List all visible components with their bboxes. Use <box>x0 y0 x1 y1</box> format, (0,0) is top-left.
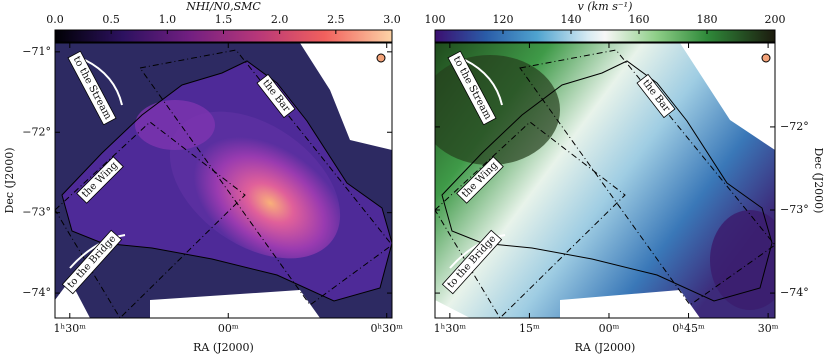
y-tick-label: −73° <box>780 203 809 216</box>
x-tick-label: 30ᵐ <box>758 322 779 335</box>
colorbar-tick-label: 140 <box>561 13 582 26</box>
annotation-box <box>76 156 124 204</box>
colorbar-tick-label: 100 <box>425 13 446 26</box>
axes-frame <box>54 42 393 319</box>
x-tick-label: 1ʰ30ᵐ <box>434 322 467 335</box>
colorbar-tick-label: 200 <box>765 13 786 26</box>
y-tick-label: −72° <box>780 120 809 133</box>
axes-frame <box>434 42 776 319</box>
colorbar-label: v (km s⁻¹) <box>578 0 633 13</box>
velocity-map <box>435 43 775 318</box>
annotation-box <box>67 50 117 126</box>
y-tick-label: −74° <box>22 286 51 299</box>
column-density-map <box>55 43 392 318</box>
annotation-box <box>447 50 497 126</box>
colorbar <box>434 29 776 43</box>
annotation-box <box>256 73 296 119</box>
colorbar-tick-label: 160 <box>629 13 650 26</box>
colorbar-tick-label: 120 <box>493 13 514 26</box>
x-tick-label: 00ᵐ <box>599 322 620 335</box>
y-axis-label: Dec (J2000) <box>812 148 825 214</box>
y-tick-label: −73° <box>22 206 51 219</box>
colorbar-tick-label: 0.5 <box>102 13 120 26</box>
colorbar-tick-label: 3.0 <box>383 13 401 26</box>
y-tick-label: −74° <box>780 286 809 299</box>
colorbar-tick-label: 1.0 <box>159 13 177 26</box>
x-tick-label: 0ʰ45ᵐ <box>672 322 705 335</box>
annotation-box <box>61 229 123 295</box>
colorbar-tick-label: 0.0 <box>46 13 64 26</box>
annotation-box <box>636 73 676 119</box>
annotation-box <box>441 229 503 295</box>
colorbar-tick-label: 2.5 <box>327 13 345 26</box>
colorbar-tick-label: 2.0 <box>271 13 289 26</box>
y-tick-label: −72° <box>22 125 51 138</box>
annotation-box <box>456 156 504 204</box>
colorbar-tick-label: 1.5 <box>215 13 233 26</box>
colorbar-tick-label: 180 <box>697 13 718 26</box>
x-tick-label: 1ʰ30ᵐ <box>54 322 87 335</box>
x-tick-label: 00ᵐ <box>218 322 239 335</box>
colorbar-label: NHI/N0,SMC <box>185 0 261 13</box>
y-axis-label: Dec (J2000) <box>3 148 16 214</box>
x-tick-label: 15ᵐ <box>519 322 540 335</box>
x-axis-label: RA (J2000) <box>193 341 254 354</box>
x-axis-label: RA (J2000) <box>575 341 636 354</box>
x-tick-label: 0ʰ30ᵐ <box>370 322 403 335</box>
y-tick-label: −71° <box>22 45 51 58</box>
